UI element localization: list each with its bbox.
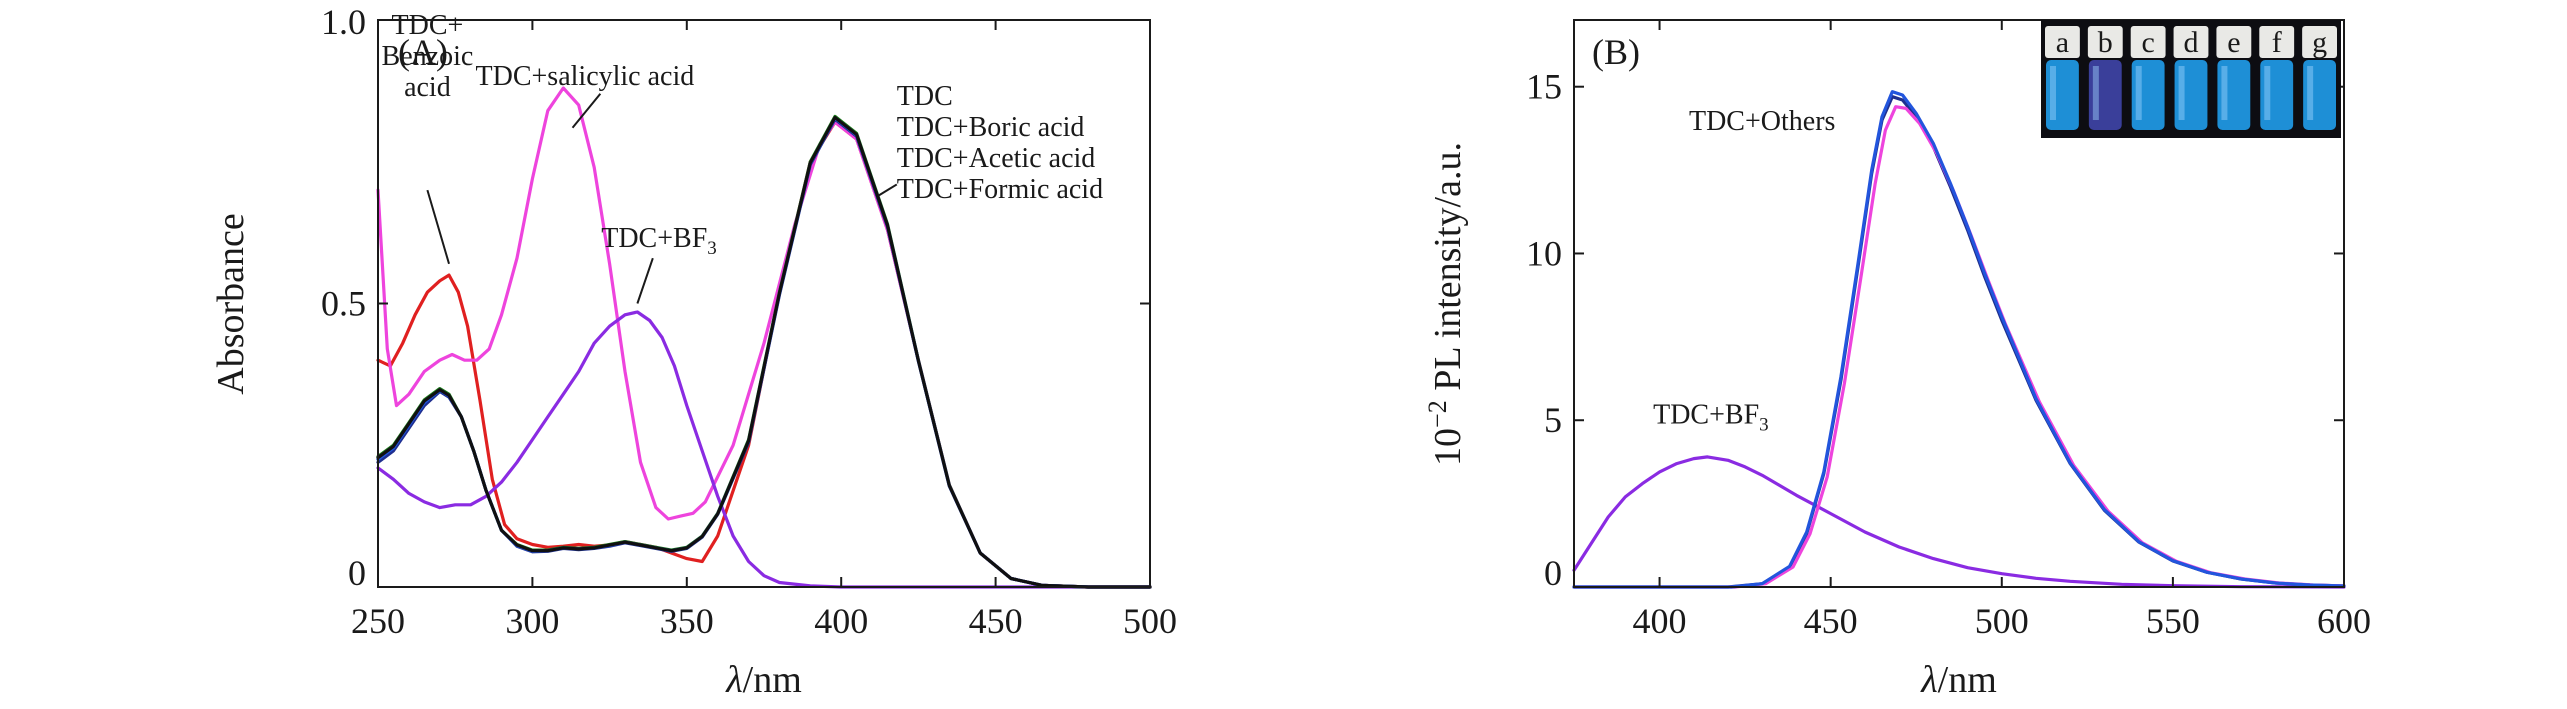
- panel-a-series-tdc-formic-acid: [376, 115, 1152, 589]
- panel-b-xlabel: λ/nm: [1920, 659, 1997, 701]
- vial-label: d: [2184, 26, 2199, 59]
- panel-b-annotation-line: TDC+Others: [1689, 106, 1835, 137]
- vial-highlight: [2135, 66, 2142, 120]
- panel-b-plot-frame: [1573, 19, 2345, 588]
- panel-a-x-tick-label: 400: [814, 601, 868, 641]
- panel-b-y-tick-label: 0: [1544, 553, 1562, 593]
- panel-b-x-tick-label: 550: [2146, 601, 2200, 641]
- panel-b-ylabel-exp: −2: [1423, 400, 1452, 428]
- panel-a-plot-frame: [377, 19, 1151, 588]
- vial-label: f: [2272, 26, 2282, 59]
- panel-b-series-group: [1572, 90, 2346, 589]
- panel-b-y-tick-label: 15: [1526, 67, 1562, 107]
- panel-b-xlabel-symbol: λ: [1920, 659, 1937, 701]
- panel-a-y-tick-label: 1.0: [321, 2, 366, 42]
- vial-highlight: [2178, 66, 2185, 120]
- panel-a-annotation-leader: [426, 189, 450, 265]
- panel-b-annotation-bf3: TDC+BF3: [1653, 400, 1769, 436]
- panel-b-series-tdc-others: [1572, 95, 2346, 589]
- vial-highlight: [2264, 66, 2271, 120]
- panel-a-x-tick-label: 250: [351, 601, 405, 641]
- panel-a-annotation-line: TDC+Boric acid: [897, 112, 1085, 143]
- panel-a-x-tick-label: 450: [969, 601, 1023, 641]
- panel-a-annotation-line: acid: [404, 72, 451, 103]
- panel-b-series-tdc-others-blue: [1572, 90, 2346, 589]
- panel-b-x-tick-label: 600: [2317, 601, 2371, 641]
- panel-a-annotation-leader: [571, 93, 602, 129]
- vial-highlight: [2221, 66, 2228, 120]
- vial-label: c: [2141, 26, 2154, 59]
- panel-b-ylabel-rest: PL intensity/a.u.: [1427, 142, 1469, 400]
- vial-body: [2303, 60, 2336, 130]
- panel-b-y-tick-label: 10: [1526, 233, 1562, 273]
- panel-a-annotation-leader: [877, 183, 898, 197]
- panel-b-x-tick-label: 500: [1975, 601, 2029, 641]
- panel-b-ylabel: 10−2 PL intensity/a.u.: [1423, 142, 1469, 466]
- panel-a-annotation-leader: [636, 257, 654, 304]
- panel-b-xlabel-unit: /nm: [1938, 659, 1997, 701]
- vial-highlight: [2050, 66, 2056, 120]
- panel-a-x-tick-label: 500: [1123, 601, 1177, 641]
- vial-label: g: [2312, 26, 2327, 59]
- vial-label: e: [2227, 26, 2240, 59]
- panel-a-x-tick-label: 300: [505, 601, 559, 641]
- panel-a-annotation-bf3: TDC+BF3: [601, 223, 717, 259]
- panel-b-series-tdc-bf3: [1572, 455, 2346, 589]
- vial-body: [2260, 60, 2294, 130]
- vial-highlight: [2092, 66, 2099, 120]
- panel-a-x-tick-label: 350: [660, 601, 714, 641]
- panel-b-x-tick-label: 400: [1633, 601, 1687, 641]
- vial-body: [2131, 60, 2165, 130]
- panel-a-series-tdc-bf3: [376, 310, 1152, 589]
- panel-a-y-tick-label: 0: [348, 553, 366, 593]
- panel-a-annotation-line: TDC: [897, 81, 953, 112]
- panel-a-absorbance-chart: 250 300 350 400 450 500 0 0.5 1.0 TDC+Benzoicaci…: [210, 2, 1177, 701]
- panel-b-annotations: TDC+Others TDC+BF3: [1653, 106, 1835, 436]
- vial-cap: [2216, 26, 2252, 58]
- panel-b-series-tdc-others-magenta: [1572, 105, 2346, 589]
- vial-cap: [2259, 26, 2295, 58]
- panel-b-x-tick-label: 450: [1804, 601, 1858, 641]
- panel-a-label: (A): [398, 32, 448, 72]
- vial-cap: [2045, 26, 2080, 58]
- vial-cap: [2130, 26, 2166, 58]
- vial-body: [2046, 60, 2079, 130]
- panel-a-annotation-line: TDC+salicylic acid: [476, 61, 695, 92]
- vial-cap: [2302, 26, 2337, 58]
- panel-b-ylabel-prefix: 10: [1427, 428, 1469, 466]
- panel-a-annotation-line: TDC+: [392, 10, 464, 41]
- vial-highlight: [2307, 66, 2314, 120]
- panel-a-xlabel-unit: /nm: [743, 659, 802, 701]
- panel-a-xlabel-symbol: λ: [725, 659, 742, 701]
- panel-a-ylabel: Absorbance: [210, 213, 252, 394]
- vial-body: [2088, 60, 2122, 130]
- panel-a-annotation-line: Benzoic: [382, 41, 474, 72]
- panel-a-annotation-line: TDC+Formic acid: [897, 174, 1103, 205]
- panel-a-xlabel: λ/nm: [725, 659, 802, 701]
- panel-a-axis-ticks: 250 300 350 400 450 500 0 0.5 1.0: [321, 2, 1177, 641]
- vial-label: a: [2056, 26, 2069, 59]
- vial-cap: [2087, 26, 2123, 58]
- vial-cap: [2173, 26, 2209, 58]
- vial-label: b: [2098, 26, 2113, 59]
- panel-a-series-group: [376, 86, 1152, 589]
- panel-b-y-tick-label: 5: [1544, 400, 1562, 440]
- panel-b-label: (B): [1592, 32, 1640, 72]
- panel-a-annotation-line: TDC+Acetic acid: [897, 143, 1095, 174]
- vial-body: [2174, 60, 2208, 130]
- panel-a-y-tick-label: 0.5: [321, 284, 366, 324]
- vial-body: [2217, 60, 2251, 130]
